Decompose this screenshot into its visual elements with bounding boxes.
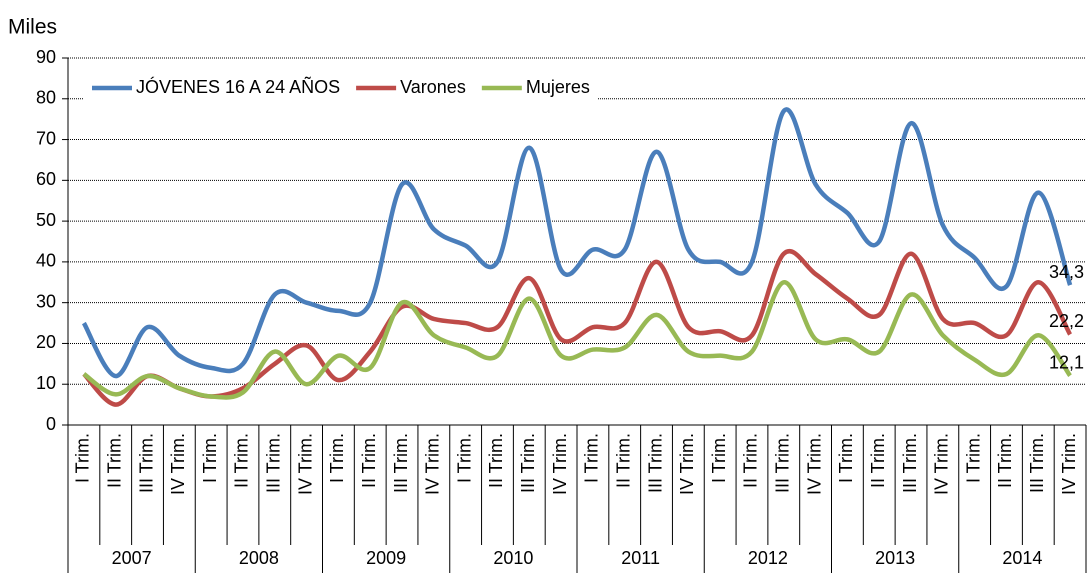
x-tick-label: III Trim. <box>900 433 920 493</box>
legend: JÓVENES 16 A 24 AÑOS Varones Mujeres <box>84 74 598 102</box>
x-tick-label: IV Trim. <box>677 433 697 495</box>
x-tick-label: IV Trim. <box>295 433 315 495</box>
x-tick-label: II Trim. <box>613 433 633 488</box>
legend-label: Mujeres <box>526 77 590 97</box>
year-label: 2009 <box>366 548 406 568</box>
data-label: 12,1 <box>1049 352 1084 372</box>
x-tick-label: III Trim. <box>391 433 411 493</box>
x-tick-label: II Trim. <box>232 433 252 488</box>
x-tick-label: I Trim. <box>73 433 93 483</box>
x-tick-label: IV Trim. <box>550 433 570 495</box>
y-tick-label: 20 <box>36 332 56 352</box>
x-tick-label: IV Trim. <box>423 433 443 495</box>
y-tick-label: 40 <box>36 251 56 271</box>
x-tick-label: II Trim. <box>104 433 124 488</box>
y-tick-label: 80 <box>36 88 56 108</box>
year-label: 2013 <box>875 548 915 568</box>
x-tick-label: II Trim. <box>868 433 888 488</box>
x-tick-label: I Trim. <box>709 433 729 483</box>
x-tick-label: III Trim. <box>645 433 665 493</box>
year-label: 2011 <box>621 548 660 568</box>
x-tick-label: IV Trim. <box>168 433 188 495</box>
x-tick-label: IV Trim. <box>804 433 824 495</box>
year-label: 2012 <box>748 548 788 568</box>
y-tick-label: 50 <box>36 210 56 230</box>
x-tick-label: III Trim. <box>1027 433 1047 493</box>
data-label: 34,3 <box>1049 262 1084 282</box>
x-tick-label: II Trim. <box>359 433 379 488</box>
y-tick-label: 60 <box>36 169 56 189</box>
x-tick-label: III Trim. <box>518 433 538 493</box>
x-tick-label: IV Trim. <box>932 433 952 495</box>
x-tick-label: III Trim. <box>264 433 284 493</box>
x-tick-label: IV Trim. <box>1059 433 1079 495</box>
data-label: 22,2 <box>1049 311 1084 331</box>
year-label: 2010 <box>493 548 533 568</box>
series-line <box>82 249 1073 407</box>
y-tick-label: 30 <box>36 291 56 311</box>
x-tick-label: I Trim. <box>836 433 856 483</box>
y-tick-label: 70 <box>36 128 56 148</box>
x-tick-label: I Trim. <box>454 433 474 483</box>
x-tick-label: II Trim. <box>486 433 506 488</box>
x-tick-label: I Trim. <box>327 433 347 483</box>
series-line <box>82 280 1072 400</box>
year-label: 2008 <box>239 548 279 568</box>
x-tick-label: I Trim. <box>200 433 220 483</box>
y-axis-title: Miles <box>8 16 57 39</box>
x-tick-label: I Trim. <box>582 433 602 483</box>
x-tick-label: III Trim. <box>773 433 793 493</box>
x-tick-label: II Trim. <box>995 433 1015 488</box>
legend-label: JÓVENES 16 A 24 AÑOS <box>136 76 340 97</box>
x-tick-label: II Trim. <box>741 433 761 488</box>
year-label: 2014 <box>1002 548 1042 568</box>
x-tick-label: III Trim. <box>136 433 156 493</box>
series-line <box>81 107 1073 379</box>
legend-label: Varones <box>400 77 466 97</box>
y-tick-label: 10 <box>36 373 56 393</box>
x-tick-label: I Trim. <box>963 433 983 483</box>
y-tick-label: 0 <box>46 414 56 434</box>
y-tick-label: 90 <box>36 47 56 67</box>
year-label: 2007 <box>112 548 152 568</box>
